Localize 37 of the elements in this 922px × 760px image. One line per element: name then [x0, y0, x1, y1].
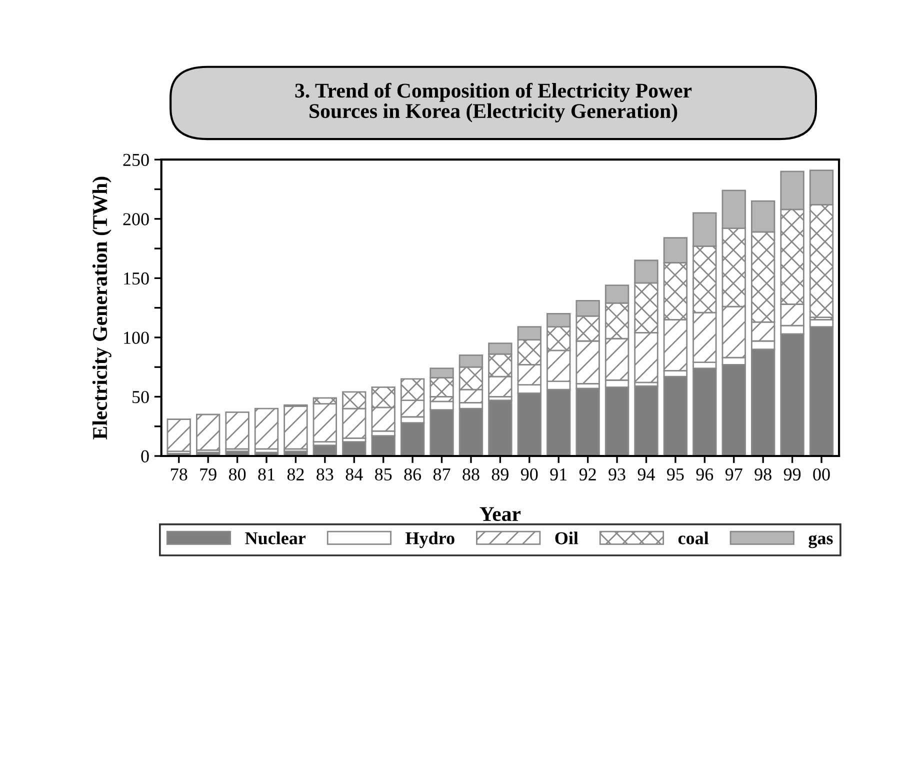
- y-tick-label: 0: [141, 450, 149, 462]
- x-tick-label: 00: [813, 468, 830, 481]
- y-tick-label: 100: [124, 332, 149, 344]
- x-tick-label: 84: [346, 468, 363, 481]
- x-tick-label: 79: [200, 468, 216, 481]
- legend-label: Nuclear: [245, 532, 306, 544]
- x-tick-label: 80: [228, 468, 246, 481]
- x-tick-label: 78: [171, 468, 188, 481]
- x-tick-label: 81: [258, 468, 274, 481]
- x-tick-label: 85: [375, 468, 392, 481]
- chart-title: 3. Trend of Composition of Electricity Power Sources in Korea (Electricity Generation): [295, 82, 692, 122]
- x-tick-label: 90: [520, 468, 538, 481]
- x-tick-label: 96: [696, 468, 714, 481]
- y-tick-label: 150: [124, 272, 149, 285]
- x-tick-label: 95: [667, 468, 684, 481]
- legend-label: coal: [678, 532, 709, 544]
- x-tick-label: 89: [492, 468, 508, 481]
- legend-label: Hydro: [406, 532, 454, 548]
- x-tick-label: 86: [404, 468, 422, 481]
- x-tick-label: 98: [754, 468, 772, 481]
- x-axis-title: Year: [480, 507, 521, 522]
- y-tick-label: 250: [123, 154, 149, 166]
- y-tick-label: 200: [123, 213, 149, 226]
- legend-label: gas: [808, 534, 833, 548]
- y-tick-label: 50: [132, 390, 149, 404]
- x-tick-label: 94: [638, 468, 655, 481]
- x-tick-label: 83: [316, 468, 334, 481]
- x-tick-label: 82: [287, 468, 304, 481]
- x-tick-label: 93: [608, 468, 626, 481]
- y-axis-title: Electricity Generation (TWh): [92, 176, 112, 440]
- x-tick-label: 91: [550, 468, 567, 481]
- x-tick-label: 87: [433, 468, 450, 481]
- x-tick-label: 97: [725, 468, 742, 481]
- legend-label: Oil: [555, 532, 578, 544]
- x-tick-label: 99: [784, 468, 801, 481]
- x-tick-label: 92: [579, 468, 596, 481]
- x-tick-label: 88: [462, 468, 480, 481]
